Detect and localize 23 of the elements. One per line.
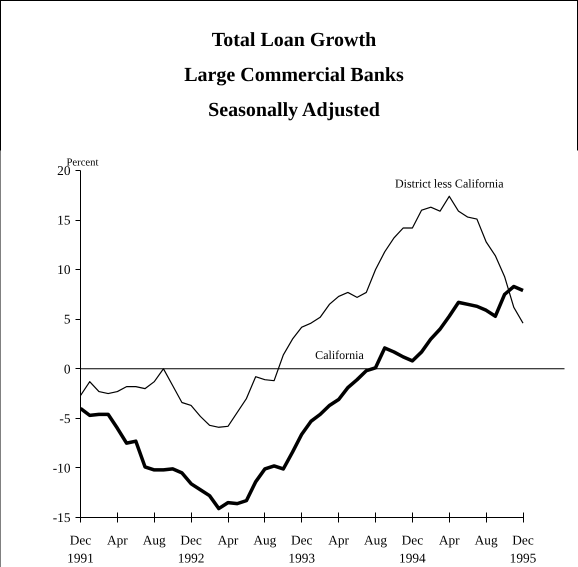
y-tick-label: -10 [52, 460, 71, 476]
x-tick-label: Dec 1991 [67, 532, 94, 566]
x-tick-label: Apr [218, 532, 239, 548]
y-tick-label: 10 [57, 262, 71, 278]
y-tick-label: -15 [52, 510, 71, 525]
x-tick-label: Dec 1994 [399, 532, 426, 566]
x-tick-label: Dec 1993 [288, 532, 316, 566]
x-tick-label: Dec 1995 [510, 532, 537, 566]
x-tick-label: Dec 1992 [178, 532, 204, 566]
y-tick-label: 5 [64, 312, 71, 327]
y-tick-label: -5 [59, 410, 71, 426]
x-tick-label: Aug [142, 532, 166, 548]
y-tick-label: 15 [57, 212, 71, 228]
x-tick-label: Aug [364, 532, 388, 548]
series-label: District less California [394, 176, 504, 190]
y-tick-label: 0 [64, 361, 71, 376]
chart-title: Total Loan Growth Large Commercial Banks Seasonally Adjusted [184, 28, 404, 123]
x-tick-label: Apr [328, 532, 350, 548]
series-label: California [315, 348, 365, 362]
x-tick-label: Apr [438, 532, 460, 548]
x-tick-label: Aug [253, 532, 277, 548]
x-tick-label: Apr [107, 532, 128, 548]
x-tick-label: Aug [474, 532, 498, 548]
